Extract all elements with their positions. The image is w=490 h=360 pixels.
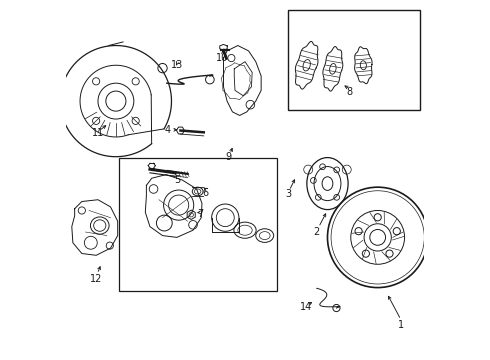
Bar — [119, 158, 276, 291]
Text: 7: 7 — [197, 209, 203, 219]
Text: 1: 1 — [398, 320, 404, 330]
Text: 6: 6 — [202, 188, 209, 198]
Text: 9: 9 — [226, 152, 232, 162]
Text: 14: 14 — [300, 302, 312, 312]
Text: 10: 10 — [216, 53, 228, 63]
Bar — [288, 10, 420, 110]
Text: 5: 5 — [174, 175, 180, 185]
Text: 12: 12 — [90, 274, 102, 284]
Text: 13: 13 — [171, 60, 183, 70]
Text: 8: 8 — [346, 87, 352, 97]
Text: 3: 3 — [285, 189, 291, 199]
Text: 2: 2 — [314, 227, 320, 237]
Text: 4: 4 — [165, 125, 171, 135]
Text: 11: 11 — [92, 129, 104, 138]
